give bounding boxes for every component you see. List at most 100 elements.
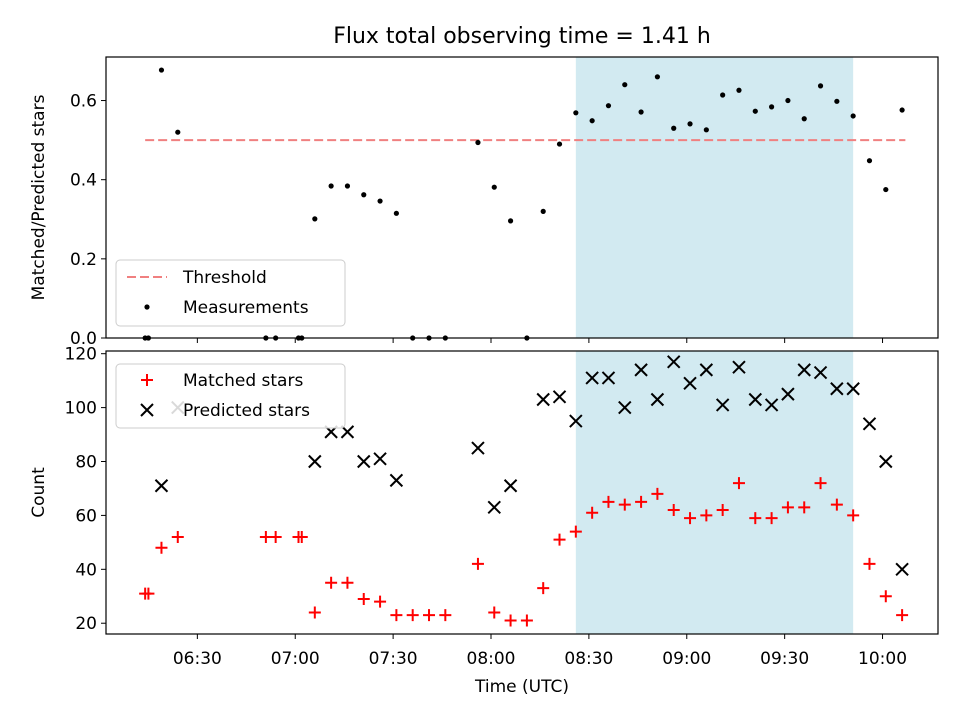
- measurement-point: [361, 192, 367, 198]
- measurement-point: [638, 109, 644, 115]
- matched-stars-point: [896, 609, 909, 622]
- matched-stars-point: [879, 590, 892, 603]
- measurement-point: [752, 108, 758, 114]
- measurement-point: [899, 107, 905, 113]
- time-x-tick-label: 09:30: [760, 649, 809, 669]
- matched-stars-point: [155, 541, 168, 554]
- time-x-tick-label: 07:30: [369, 649, 418, 669]
- predicted-stars-point: [601, 371, 616, 385]
- time-x-tick-label: 06:30: [173, 649, 222, 669]
- measurement-point: [328, 183, 334, 189]
- predicted-stars-point: [536, 392, 550, 407]
- predicted-stars-point: [797, 363, 811, 377]
- matched-stars-point: [488, 606, 501, 619]
- measurement-point: [475, 139, 481, 146]
- predicted-stars-point: [732, 360, 746, 374]
- legend-measurements-swatch: [144, 304, 150, 310]
- time-x-tick-label: 08:30: [564, 649, 613, 669]
- matched-stars-point: [618, 498, 631, 511]
- ratio-observing-window-shade: [575, 57, 854, 338]
- predicted-stars-point: [781, 387, 795, 401]
- ratio-legend: Threshold Measurements: [115, 259, 346, 327]
- predicted-stars-point: [308, 454, 322, 469]
- matched-stars-point: [700, 509, 713, 522]
- predicted-stars-point: [569, 414, 583, 428]
- matched-stars-point: [732, 477, 745, 490]
- predicted-stars-point: [862, 417, 877, 431]
- predicted-stars-point: [373, 452, 387, 466]
- predicted-stars-point: [357, 454, 371, 469]
- measurement-point: [377, 198, 383, 204]
- ratio-plot-frame: [105, 56, 939, 339]
- predicted-stars-point: [683, 376, 697, 391]
- matched-stars-point: [504, 614, 517, 627]
- predicted-stars-point: [715, 398, 730, 412]
- matched-stars-point: [439, 609, 452, 622]
- predicted-stars-point: [667, 355, 681, 369]
- measurement-point: [720, 92, 726, 98]
- matched-stars-point: [684, 512, 697, 525]
- measurement-point: [393, 210, 399, 216]
- measurement-point: [175, 129, 181, 135]
- count-legend: Matched stars Predicted stars: [115, 363, 346, 429]
- matched-stars-point: [798, 501, 811, 514]
- figure-title: Flux total observing time = 1.41 h: [333, 24, 711, 49]
- measurement-point: [622, 82, 628, 88]
- matched-stars-point: [325, 576, 338, 589]
- time-x-tick-label: 07:00: [271, 649, 320, 669]
- measurement-point: [687, 121, 693, 127]
- predicted-stars-point: [764, 398, 779, 412]
- ratio-y-axis-label: Matched/Predicted stars: [29, 94, 49, 300]
- matched-stars-point: [269, 530, 282, 543]
- count-plot-marks: [139, 355, 909, 627]
- predicted-stars-point: [699, 363, 714, 377]
- matched-stars-point: [586, 506, 599, 519]
- predicted-stars-point: [340, 425, 355, 439]
- measurement-point: [344, 183, 351, 189]
- legend-predicted-label: Predicted stars: [183, 401, 310, 421]
- count-y-tick-label: 100: [65, 399, 97, 419]
- matched-stars-point: [651, 487, 664, 500]
- predicted-stars-point: [471, 441, 485, 455]
- count-plot-axes: 20 40 60 80 100 120 06:30 07:00 07:30 08:00 08:30 0…: [65, 345, 907, 669]
- time-x-tick-label: 08:00: [467, 649, 516, 669]
- matched-stars-point: [716, 504, 729, 517]
- ratio-plot-marks: [142, 67, 906, 341]
- measurement-point: [573, 110, 579, 116]
- measurement-point: [703, 127, 709, 133]
- legend-threshold-label: Threshold: [182, 268, 267, 288]
- matched-stars-point: [765, 512, 778, 525]
- count-y-tick-label: 120: [65, 345, 97, 365]
- matched-stars-point: [781, 501, 794, 514]
- matched-stars-point: [341, 576, 354, 589]
- ratio-plot-background: [575, 57, 854, 338]
- count-y-tick-label: 60: [75, 506, 97, 526]
- predicted-stars-point: [879, 454, 893, 469]
- matched-stars-point: [749, 512, 762, 525]
- predicted-stars-point: [748, 392, 762, 407]
- matched-stars-point: [171, 530, 184, 543]
- measurement-point: [785, 97, 791, 104]
- predicted-stars-point: [618, 400, 632, 415]
- measurement-point: [866, 158, 873, 164]
- measurement-point: [671, 125, 677, 131]
- predicted-stars-point: [487, 500, 501, 515]
- matched-stars-point: [406, 609, 419, 622]
- predicted-stars-point: [813, 365, 828, 380]
- matched-stars-point: [863, 557, 876, 570]
- legend-measurements-label: Measurements: [183, 298, 309, 318]
- predicted-stars-point: [650, 392, 665, 407]
- ratio-y-tick-label: 0.6: [70, 92, 97, 112]
- matched-stars-point: [602, 495, 615, 508]
- measurement-point: [736, 87, 742, 93]
- ratio-y-tick-label: 0.2: [70, 250, 97, 270]
- matched-stars-point: [814, 477, 827, 490]
- measurement-point: [769, 104, 775, 110]
- predicted-stars-point: [895, 562, 909, 577]
- measurement-point: [801, 116, 807, 122]
- matched-stars-point: [295, 530, 308, 543]
- matched-stars-point: [569, 525, 582, 538]
- measurement-point: [834, 98, 840, 104]
- predicted-stars-point: [503, 479, 518, 493]
